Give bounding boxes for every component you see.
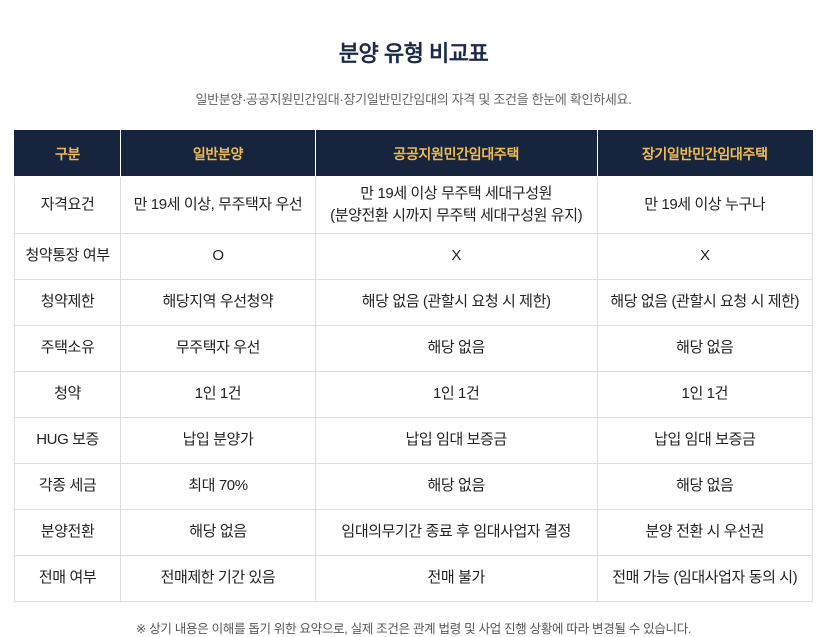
table-cell: 전매 가능 (임대사업자 동의 시) [596,554,814,602]
column-header: 구분 [13,130,122,177]
table-cell: 분양 전환 시 우선권 [596,508,814,556]
row-label: 전매 여부 [13,554,122,602]
table-row: 자격요건 만 19세 이상, 무주택자 우선 만 19세 이상 무주택 세대구성원 … [13,176,814,234]
table-cell: 해당 없음 [120,508,316,556]
table-cell: 납입 임대 보증금 [596,416,814,464]
row-label: 각종 세금 [13,462,122,510]
table-row: 분양전환 해당 없음 임대의무기간 종료 후 임대사업자 결정 분양 전환 시 우선권 [13,508,814,556]
table-cell: 해당 없음 (관할시 요청 시 제한) [596,278,814,326]
table-cell: 해당 없음 [314,324,598,372]
table-cell: 해당 없음 [314,462,598,510]
table-cell: 만 19세 이상 누구나 [596,176,814,234]
disclaimer-note: ※ 상기 내용은 이해를 돕기 위한 요약으로, 실제 조건은 관계 법령 및 … [135,621,692,636]
table-cell: 납입 임대 보증금 [314,416,598,464]
table-row: 각종 세금 최대 70% 해당 없음 해당 없음 [13,462,814,510]
table-cell: O [120,232,316,280]
table-cell: 임대의무기간 종료 후 임대사업자 결정 [314,508,598,556]
column-header: 공공지원민간임대주택 [314,130,598,177]
table-row: 주택소유 무주택자 우선 해당 없음 해당 없음 [13,324,814,372]
row-label: 주택소유 [13,324,122,372]
table-cell: 전매제한 기간 있음 [120,554,316,602]
comparison-table: 구분 일반분양 공공지원민간임대주택 장기일반민간임대주택 자격요건 만 19세 이상,… [13,130,814,602]
table-cell: 만 19세 이상 무주택 세대구성원 (분양전환 시까지 무주택 세대구성원 유… [314,176,598,234]
row-label: 청약 [13,370,122,418]
table-row: 전매 여부 전매제한 기간 있음 전매 불가 전매 가능 (임대사업자 동의 시) [13,554,814,602]
table-cell: 해당 없음 [596,462,814,510]
table-row: 청약통장 여부 O X X [13,232,814,280]
table-header: 구분 일반분양 공공지원민간임대주택 장기일반민간임대주택 [13,130,814,177]
table-cell: 1인 1건 [314,370,598,418]
table-cell: X [596,232,814,280]
table-cell: 납입 분양가 [120,416,316,464]
table-cell: X [314,232,598,280]
table-cell: 1인 1건 [596,370,814,418]
table-cell: 무주택자 우선 [120,324,316,372]
table-row: HUG 보증 납입 분양가 납입 임대 보증금 납입 임대 보증금 [13,416,814,464]
row-label: 청약제한 [13,278,122,326]
row-label: HUG 보증 [13,416,122,464]
table-cell: 해당 없음 (관할시 요청 시 제한) [314,278,598,326]
row-label: 자격요건 [13,176,122,234]
table-row: 청약 1인 1건 1인 1건 1인 1건 [13,370,814,418]
page-title: 분양 유형 비교표 [338,41,489,66]
row-label: 분양전환 [13,508,122,556]
table-row: 청약제한 해당지역 우선청약 해당 없음 (관할시 요청 시 제한) 해당 없음 (관… [13,278,814,326]
table-cell: 최대 70% [120,462,316,510]
column-header: 일반분양 [120,130,316,177]
row-label: 청약통장 여부 [13,232,122,280]
table-cell: 만 19세 이상, 무주택자 우선 [120,176,316,234]
table-header-row: 구분 일반분양 공공지원민간임대주택 장기일반민간임대주택 [13,130,814,177]
page-subtitle: 일반분양·공공지원민간임대·장기일반민간임대의 자격 및 조건을 한눈에 확인하… [195,92,632,107]
table-body: 자격요건 만 19세 이상, 무주택자 우선 만 19세 이상 무주택 세대구성원 … [13,176,814,602]
table-cell: 전매 불가 [314,554,598,602]
column-header: 장기일반민간임대주택 [596,130,814,177]
table-cell: 해당 없음 [596,324,814,372]
table-cell: 1인 1건 [120,370,316,418]
table-cell: 해당지역 우선청약 [120,278,316,326]
